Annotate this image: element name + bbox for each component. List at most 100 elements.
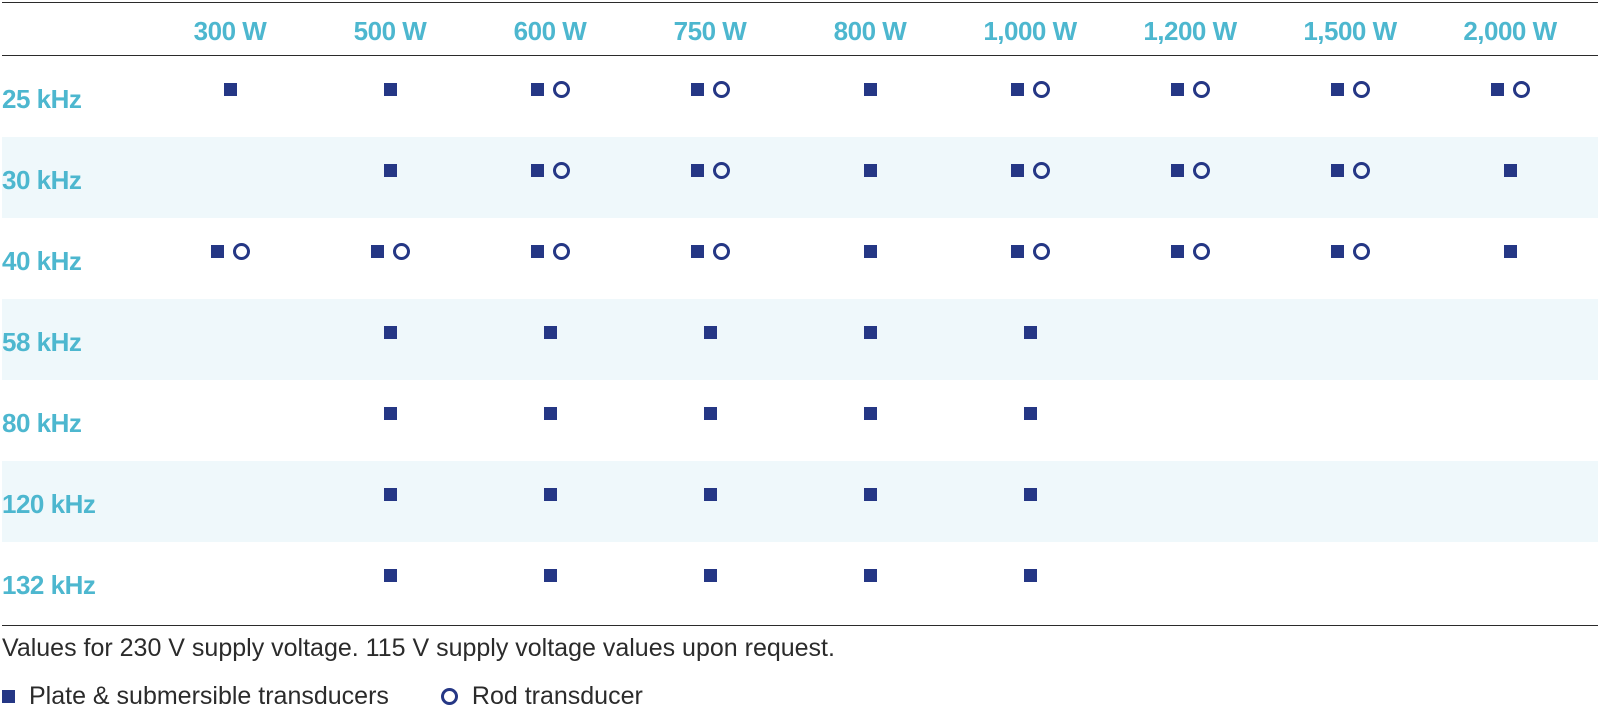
table-cell <box>630 542 790 623</box>
table-cell <box>950 299 1110 380</box>
table-cell <box>790 461 950 542</box>
filled-square-icon <box>703 488 717 501</box>
supply-voltage-footnote: Values for 230 V supply voltage. 115 V s… <box>2 634 835 662</box>
table-cell <box>470 299 630 380</box>
legend: Plate & submersible transducers Rod tran… <box>2 682 643 711</box>
row-header: 132 kHz <box>2 570 96 600</box>
table-cell <box>1270 137 1430 218</box>
table-cell <box>1270 299 1430 380</box>
row-header: 40 kHz <box>2 246 82 276</box>
table-cell <box>1110 137 1270 218</box>
table-cell <box>470 56 630 137</box>
filled-square-icon <box>530 164 544 177</box>
ring-icon <box>712 243 730 260</box>
row-header: 58 kHz <box>2 327 82 357</box>
table-cell <box>790 542 950 623</box>
filled-square-icon <box>1170 245 1184 258</box>
table-cell <box>630 299 790 380</box>
table-cell <box>1110 299 1270 380</box>
table-cell <box>310 56 470 137</box>
ring-icon <box>1192 162 1210 179</box>
filled-square-icon <box>690 83 704 96</box>
table-cell <box>790 380 950 461</box>
table-cell <box>1430 299 1590 380</box>
filled-square-icon <box>543 407 557 420</box>
filled-square-icon <box>210 245 224 258</box>
filled-square-icon <box>863 569 877 582</box>
table-cell <box>1110 542 1270 623</box>
table-cell <box>1110 461 1270 542</box>
table-cell <box>1270 542 1430 623</box>
column-header: 2,000 W <box>1463 15 1557 46</box>
filled-square-icon <box>863 83 877 96</box>
filled-square-icon <box>1010 164 1024 177</box>
filled-square-icon <box>690 245 704 258</box>
table-cell <box>790 56 950 137</box>
column-header: 750 W <box>673 15 747 46</box>
table-cell <box>310 380 470 461</box>
table-cell <box>1270 218 1430 299</box>
table-row: 80 kHz <box>2 380 1598 461</box>
column-header: 1,200 W <box>1143 15 1237 46</box>
ring-icon <box>392 243 410 260</box>
table-cell <box>150 299 310 380</box>
filled-square-icon <box>543 326 557 339</box>
row-header: 120 kHz <box>2 489 96 519</box>
table-cell <box>950 218 1110 299</box>
table-cell <box>150 218 310 299</box>
table-cell <box>150 137 310 218</box>
filled-square-icon <box>863 488 877 501</box>
legend-rod-label: Rod transducer <box>471 682 643 710</box>
filled-square-icon <box>703 326 717 339</box>
table-cell <box>630 461 790 542</box>
table-cell <box>470 461 630 542</box>
ring-icon <box>1352 243 1370 260</box>
table-cell <box>150 542 310 623</box>
table-cell <box>1270 380 1430 461</box>
table-cell <box>950 461 1110 542</box>
column-header: 800 W <box>833 15 907 46</box>
filled-square-icon <box>703 407 717 420</box>
filled-square-icon <box>383 569 397 582</box>
filled-square-icon <box>383 488 397 501</box>
table-cell <box>470 542 630 623</box>
table-cell <box>470 218 630 299</box>
row-header: 30 kHz <box>2 165 82 195</box>
table-cell <box>470 137 630 218</box>
ring-icon <box>232 243 250 260</box>
table-cell <box>630 380 790 461</box>
filled-square-icon <box>543 569 557 582</box>
ring-icon <box>1192 243 1210 260</box>
filled-square-icon <box>223 83 237 96</box>
table-cell <box>630 137 790 218</box>
filled-square-icon <box>1010 83 1024 96</box>
ring-icon <box>1352 81 1370 98</box>
table-cell <box>1430 218 1590 299</box>
table-cell <box>630 218 790 299</box>
ring-icon <box>440 688 458 705</box>
table-cell <box>950 380 1110 461</box>
filled-square-icon <box>1330 164 1344 177</box>
filled-square-icon <box>1170 83 1184 96</box>
top-rule <box>2 2 1598 3</box>
table-cell <box>310 218 470 299</box>
ring-icon <box>1352 162 1370 179</box>
table-cell <box>950 56 1110 137</box>
filled-square-icon <box>383 407 397 420</box>
ring-icon <box>1192 81 1210 98</box>
table-body: 25 kHz 30 kHz 40 kHz 58 kHz 80 kHz 120 kHz 132… <box>2 56 1598 623</box>
ring-icon <box>1032 81 1050 98</box>
filled-square-icon <box>1023 326 1037 339</box>
table-cell <box>950 137 1110 218</box>
table-cell <box>1430 137 1590 218</box>
ring-icon <box>552 81 570 98</box>
table-cell <box>1110 218 1270 299</box>
transducer-matrix: 300 W 500 W 600 W 750 W 800 W 1,000 W 1,… <box>2 2 1598 626</box>
header-row: 300 W 500 W 600 W 750 W 800 W 1,000 W 1,… <box>2 3 1598 56</box>
filled-square-icon <box>863 326 877 339</box>
table-row: 30 kHz <box>2 137 1598 218</box>
row-header: 25 kHz <box>2 84 82 114</box>
filled-square-icon <box>1023 569 1037 582</box>
table-row: 132 kHz <box>2 542 1598 623</box>
filled-square-icon <box>1170 164 1184 177</box>
